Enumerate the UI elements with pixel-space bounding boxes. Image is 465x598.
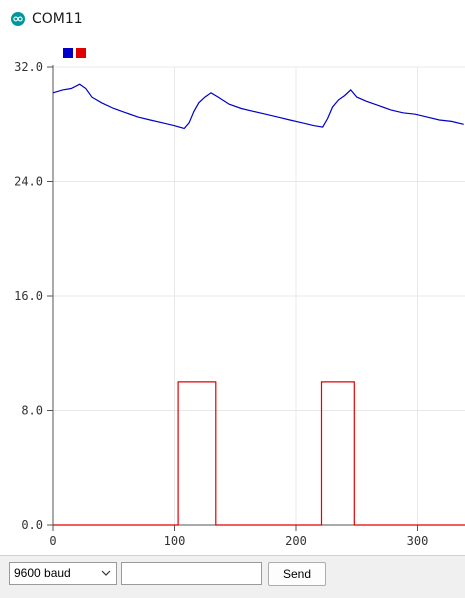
serial-plot-chart: 32.0 24.0 16.0 8.0 0.0 0 100 200 300 [14,48,465,548]
window-title: COM11 [32,11,83,27]
send-button[interactable]: Send [268,562,326,586]
legend-swatch-series-2 [76,48,86,58]
x-tick-label: 300 [407,534,429,548]
y-tick-label: 0.0 [21,518,43,532]
series-1-line [52,83,464,130]
title-bar: COM11 [0,0,465,38]
baud-rate-value: 9600 baud [14,566,71,580]
legend-swatch-series-1 [63,48,73,58]
y-tick-label: 16.0 [14,289,43,303]
bottom-toolbar: 9600 baud Send [0,555,465,598]
y-tick-label: 24.0 [14,175,43,189]
y-tick-label: 8.0 [21,404,43,418]
send-message-input[interactable] [121,562,262,585]
plot-area: 32.0 24.0 16.0 8.0 0.0 0 100 200 300 [0,38,465,555]
x-tick-label: 200 [285,534,307,548]
x-tick-label: 0 [49,534,56,548]
x-tick-label: 100 [164,534,186,548]
baud-rate-select[interactable]: 9600 baud [9,562,117,585]
chevron-down-icon [101,570,111,576]
arduino-infinity-icon [11,12,25,26]
series-2-line [53,381,465,526]
y-tick-label: 32.0 [14,60,43,74]
